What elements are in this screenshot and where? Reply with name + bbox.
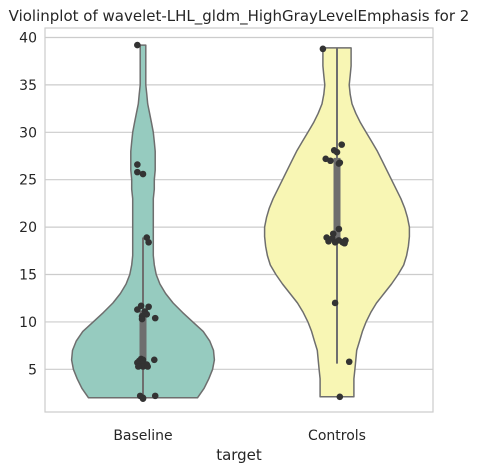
data-point xyxy=(319,45,327,53)
data-point xyxy=(145,303,152,311)
data-point xyxy=(341,239,348,247)
data-point xyxy=(333,148,341,156)
data-point xyxy=(139,363,147,370)
data-point xyxy=(134,41,141,49)
y-tick-label: 25 xyxy=(19,173,37,189)
y-tick-label: 30 xyxy=(19,125,37,141)
data-point xyxy=(335,160,343,167)
quartile-box xyxy=(333,157,341,244)
data-point xyxy=(138,315,146,323)
quartile-box xyxy=(139,310,147,362)
data-point xyxy=(144,363,151,370)
data-point xyxy=(331,299,339,307)
data-point xyxy=(151,392,159,400)
x-axis-title: target xyxy=(216,446,262,464)
data-point xyxy=(134,168,141,176)
data-point xyxy=(139,170,147,178)
data-point xyxy=(338,141,346,148)
violin-baseline xyxy=(70,41,216,403)
y-tick-label: 10 xyxy=(19,315,37,331)
data-point xyxy=(325,238,332,245)
violins xyxy=(70,41,411,403)
data-point xyxy=(139,395,147,403)
y-axis-ticks: 5 10 15 20 25 30 35 40 xyxy=(19,30,37,378)
data-point xyxy=(331,238,339,246)
data-point xyxy=(345,358,353,366)
data-point xyxy=(151,314,159,322)
x-tick-label: Controls xyxy=(308,428,366,444)
y-tick-label: 40 xyxy=(19,30,37,46)
data-point xyxy=(336,393,344,401)
data-point xyxy=(150,356,158,364)
violin-controls xyxy=(263,45,411,401)
y-tick-label: 5 xyxy=(28,362,37,378)
y-tick-label: 15 xyxy=(19,268,37,284)
y-tick-label: 20 xyxy=(19,220,37,236)
x-tick-label: Baseline xyxy=(113,428,172,444)
data-point xyxy=(145,238,152,246)
data-point xyxy=(327,157,334,165)
y-tick-label: 35 xyxy=(19,78,37,94)
chart-title: Violinplot of wavelet-LHL_gldm_HighGrayL… xyxy=(9,7,470,26)
x-axis-ticks: Baseline Controls xyxy=(113,428,366,444)
data-point xyxy=(134,161,141,168)
data-point xyxy=(335,225,343,233)
data-point xyxy=(135,363,142,370)
data-point xyxy=(134,306,141,313)
